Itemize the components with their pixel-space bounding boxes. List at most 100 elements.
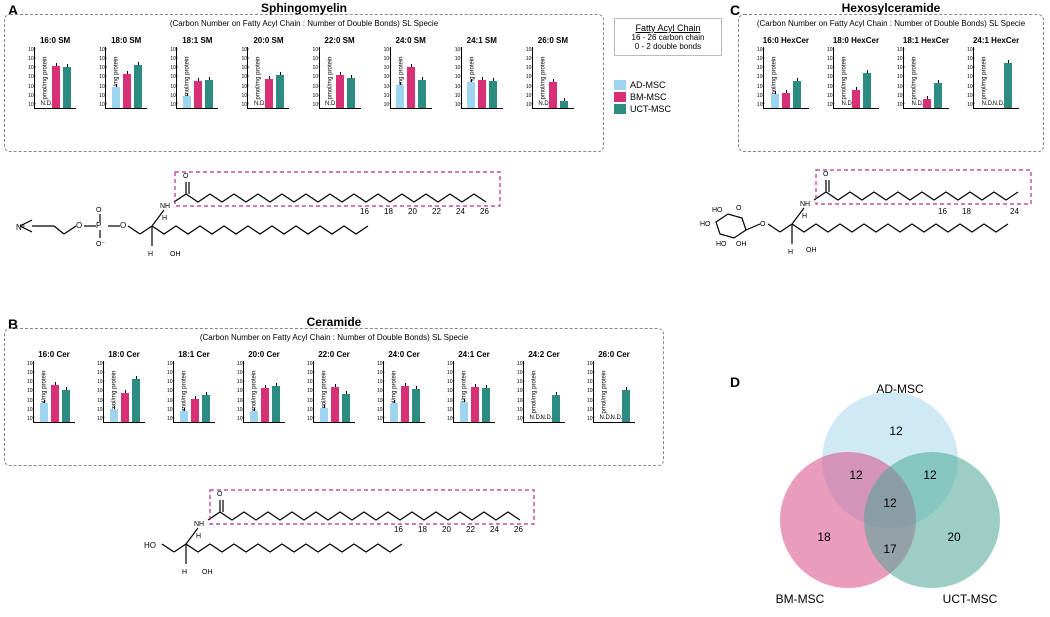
y-ticks: 10⁶10⁵10⁴10³10²10¹10⁰	[237, 361, 245, 422]
chart-title: 24:2 Cer	[528, 350, 560, 359]
plot-area: pmol/mg protein10⁶10⁵10⁴10³10²10¹10⁰	[176, 47, 218, 109]
panel-b-subtitle: (Carbon Number on Fatty Acyl Chain : Num…	[5, 333, 663, 342]
plot-area: pmol/mg protein10⁶10⁵10⁴10³10²10¹10⁰	[313, 361, 355, 423]
svg-text:HO: HO	[716, 241, 727, 248]
mini-bar-chart: 26:0 SMpmol/mg protein10⁶10⁵10⁴10³10²10¹…	[532, 36, 574, 109]
y-ticks: 10⁶10⁵10⁴10³10²10¹10⁰	[384, 47, 392, 108]
bar-bm	[471, 387, 479, 422]
plot-area: pmol/mg protein10⁶10⁵10⁴10³10²10¹10⁰N.D.	[833, 47, 879, 109]
bar-bm	[51, 385, 59, 422]
nd-label: N.D.	[912, 101, 920, 107]
bar-uct	[205, 80, 213, 108]
venn-bm-uct: 17	[883, 542, 897, 556]
mini-bar-chart: 18:1 HexCerpmol/mg protein10⁶10⁵10⁴10³10…	[903, 36, 949, 109]
y-ticks: 10⁶10⁵10⁴10³10²10¹10⁰	[447, 361, 455, 422]
plot-area: pmol/mg protein10⁶10⁵10⁴10³10²10¹10⁰	[763, 47, 809, 109]
svg-text:18: 18	[418, 525, 427, 534]
svg-text:H: H	[802, 213, 807, 220]
y-ticks: 10⁶10⁵10⁴10³10²10¹10⁰	[313, 47, 321, 108]
y-ticks: 10⁶10⁵10⁴10³10²10¹10⁰	[455, 47, 463, 108]
panel-b-title: Ceramide	[5, 315, 663, 329]
bar-ad	[180, 411, 188, 422]
svg-text:16: 16	[360, 207, 369, 216]
svg-text:O: O	[823, 171, 829, 178]
legend-swatch	[614, 104, 626, 114]
plot-area: pmol/mg protein10⁶10⁵10⁴10³10²10¹10⁰	[173, 361, 215, 423]
bar-ad	[110, 409, 118, 422]
svg-text:O: O	[183, 173, 189, 180]
y-ticks: 10⁶10⁵10⁴10³10²10¹10⁰	[28, 47, 36, 108]
svg-text:O: O	[96, 207, 102, 214]
plot-area: pmol/mg protein10⁶10⁵10⁴10³10²10¹10⁰N.D.	[319, 47, 361, 109]
chart-title: 26:0 Cer	[598, 350, 630, 359]
svg-text:OH: OH	[736, 241, 747, 248]
panel-c-box: Hexosylceramide (Carbon Number on Fatty …	[738, 14, 1044, 152]
nd-label: N.D.	[841, 101, 849, 107]
svg-text:NH: NH	[160, 203, 170, 210]
legend-row: BM-MSC	[614, 92, 671, 102]
plot-area: pmol/mg protein10⁶10⁵10⁴10³10²10¹10⁰	[33, 361, 75, 423]
y-axis-label: pmol/mg protein	[256, 56, 262, 99]
panel-a-title: Sphingomyelin	[5, 1, 603, 15]
bar-uct	[134, 65, 142, 108]
venn-uct-only: 20	[947, 530, 961, 544]
svg-text:26: 26	[514, 525, 523, 534]
nd-label: N.D.	[611, 415, 619, 421]
svg-text:24: 24	[490, 525, 499, 534]
svg-text:22: 22	[466, 525, 475, 534]
y-ticks: 10⁶10⁵10⁴10³10²10¹10⁰	[170, 47, 178, 108]
bar-uct	[132, 379, 140, 422]
legend-label: UCT-MSC	[630, 104, 671, 114]
y-axis-label: pmol/mg protein	[912, 56, 918, 99]
bar-bm	[923, 99, 931, 108]
y-axis-label: pmol/mg protein	[182, 370, 188, 413]
plot-area: pmol/mg protein10⁶10⁵10⁴10³10²10¹10⁰	[243, 361, 285, 423]
chart-title: 24:1 HexCer	[973, 36, 1019, 45]
plot-area: pmol/mg protein10⁶10⁵10⁴10³10²10¹10⁰N.D.	[34, 47, 76, 109]
mini-bar-chart: 24:1 HexCerpmol/mg protein10⁶10⁵10⁴10³10…	[973, 36, 1019, 109]
mini-bar-chart: 24:0 Cerpmol/mg protein10⁶10⁵10⁴10³10²10…	[383, 350, 425, 423]
y-axis-label: pmol/mg protein	[540, 56, 546, 99]
y-ticks: 10⁶10⁵10⁴10³10²10¹10⁰	[757, 47, 765, 108]
panel-letter-d: D	[730, 374, 740, 390]
y-ticks: 10⁶10⁵10⁴10³10²10¹10⁰	[897, 47, 905, 108]
bar-bm	[194, 81, 202, 108]
y-axis-label: pmol/mg protein	[532, 370, 538, 413]
mini-bar-chart: 20:0 SMpmol/mg protein10⁶10⁵10⁴10³10²10¹…	[247, 36, 289, 109]
bar-uct	[418, 80, 426, 108]
bar-uct	[272, 386, 280, 422]
venn-ad-bm: 12	[849, 468, 863, 482]
svg-text:O: O	[120, 221, 126, 230]
chart-title: 24:0 Cer	[388, 350, 420, 359]
structure-sphingomyelin: N⁺ O P O O⁻ O H OH H NH O 16 18 2	[10, 156, 600, 276]
chart-title: 22:0 Cer	[318, 350, 350, 359]
chart-title: 18:0 HexCer	[833, 36, 879, 45]
svg-text:O: O	[76, 221, 82, 230]
chart-title: 26:0 SM	[538, 36, 568, 45]
bar-uct	[489, 81, 497, 108]
mini-bar-chart: 24:0 SMpmol/mg protein10⁶10⁵10⁴10³10²10¹…	[390, 36, 432, 109]
bar-uct	[202, 395, 210, 422]
bar-ad	[320, 408, 328, 422]
legend-label: AD-MSC	[630, 80, 666, 90]
plot-area: pmol/mg protein10⁶10⁵10⁴10³10²10¹10⁰N.D.	[247, 47, 289, 109]
bar-bm	[331, 387, 339, 422]
panel-c-subtitle: (Carbon Number on Fatty Acyl Chain : Num…	[739, 19, 1043, 28]
chart-title: 18:1 HexCer	[903, 36, 949, 45]
bar-uct	[552, 395, 560, 422]
bar-uct	[276, 75, 284, 108]
nd-label: N.D.	[538, 101, 546, 107]
mini-bar-chart: 24:2 Cerpmol/mg protein10⁶10⁵10⁴10³10²10…	[523, 350, 565, 423]
y-axis-label: pmol/mg protein	[327, 56, 333, 99]
chart-title: 18:1 Cer	[178, 350, 210, 359]
mini-bar-chart: 16:0 HexCerpmol/mg protein10⁶10⁵10⁴10³10…	[763, 36, 809, 109]
bar-uct	[412, 389, 420, 422]
y-axis-label: pmol/mg protein	[841, 56, 847, 99]
y-ticks: 10⁶10⁵10⁴10³10²10¹10⁰	[377, 361, 385, 422]
venn-ad-only: 12	[889, 424, 903, 438]
svg-text:OH: OH	[806, 247, 817, 254]
y-axis-label: pmol/mg protein	[185, 56, 191, 99]
venn-all: 12	[883, 496, 897, 510]
svg-text:N⁺: N⁺	[16, 223, 26, 232]
bar-bm	[852, 90, 860, 108]
